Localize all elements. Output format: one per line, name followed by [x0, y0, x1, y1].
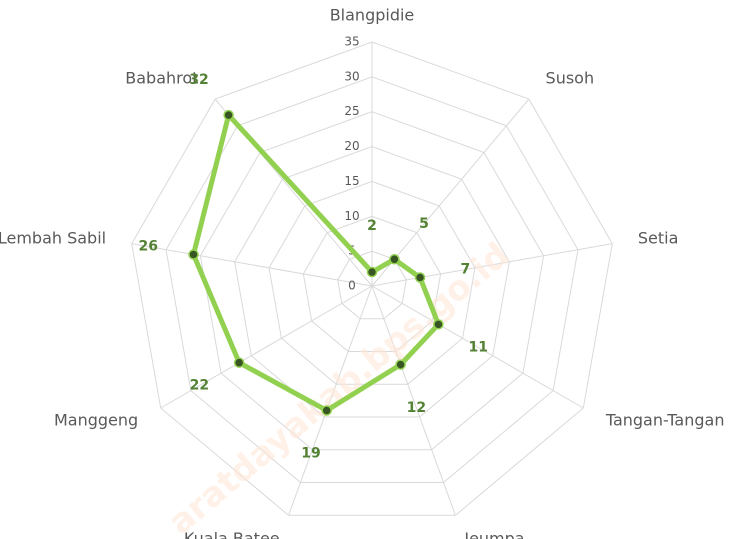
- data-label: 32: [189, 72, 208, 88]
- category-label: Setia: [638, 229, 679, 248]
- marker: [321, 405, 332, 416]
- marker: [223, 109, 234, 121]
- marker: [188, 249, 199, 260]
- data-label: 11: [469, 339, 488, 355]
- category-label: Susoh: [546, 69, 595, 88]
- y-tick-label: 35: [344, 35, 359, 49]
- data-label: 7: [460, 262, 470, 278]
- y-tick-label: 30: [344, 69, 359, 83]
- data-label: 22: [190, 378, 209, 394]
- category-label: Blangpidie: [330, 6, 415, 25]
- data-label: 19: [301, 446, 320, 462]
- axis-line: [371, 243, 613, 287]
- grid-line: [234, 146, 510, 418]
- data-label: 12: [407, 400, 426, 416]
- marker: [366, 266, 378, 278]
- axis-line: [371, 285, 456, 516]
- marker: [233, 357, 245, 368]
- grid-line: [131, 41, 613, 516]
- y-tick-label: 10: [344, 209, 359, 223]
- data-label: 5: [419, 216, 429, 232]
- axis-line: [288, 285, 373, 516]
- axis-line: [160, 285, 373, 409]
- data-label: 2: [367, 218, 377, 234]
- category-label: Lembah Sabil: [0, 229, 106, 248]
- axis-line: [131, 243, 373, 287]
- marker: [395, 359, 406, 370]
- axis-line: [371, 98, 530, 287]
- category-label: Babahrot: [125, 69, 198, 88]
- y-tick-label: 20: [344, 139, 359, 153]
- category-label: Manggeng: [54, 411, 138, 430]
- grid-line: [165, 76, 579, 484]
- category-label: Kuala Batee: [184, 529, 280, 539]
- axis-line: [371, 285, 584, 409]
- y-tick-label: 0: [348, 279, 356, 293]
- marker: [433, 319, 444, 330]
- series-line: [190, 112, 441, 413]
- grid-line: [199, 111, 545, 451]
- category-label: Jeumpa: [463, 529, 524, 539]
- marker: [389, 254, 400, 265]
- y-tick-label: 15: [344, 174, 359, 188]
- category-label: Tangan-Tangan: [605, 411, 725, 430]
- grid-line: [337, 250, 407, 320]
- y-tick-label: 25: [344, 104, 359, 118]
- grid-line: [302, 215, 442, 353]
- marker: [414, 272, 426, 283]
- data-label: 26: [138, 239, 157, 255]
